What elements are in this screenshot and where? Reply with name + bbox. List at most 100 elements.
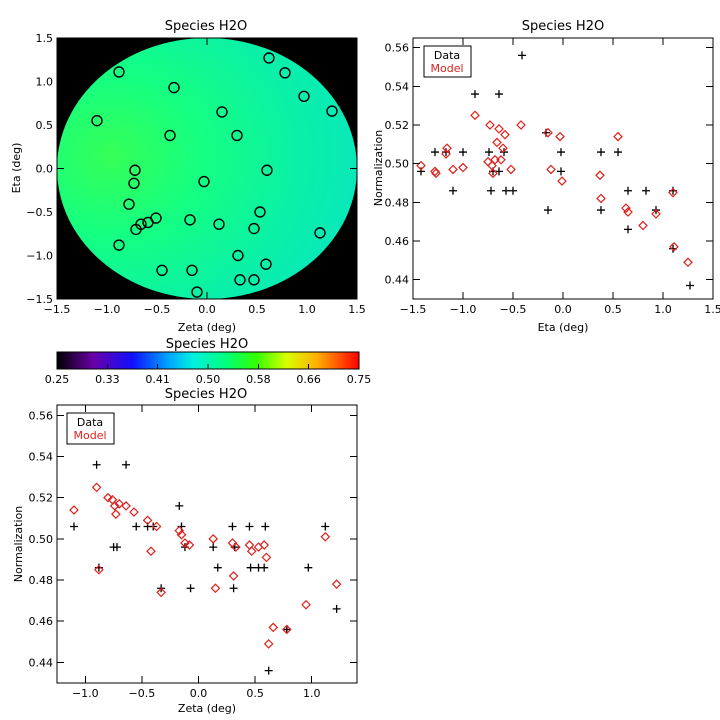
heatmap-pointing-marker xyxy=(128,177,140,189)
heatmap-x-tick-label: 0.5 xyxy=(248,303,266,316)
eta-scatter-x-label: Eta (deg) xyxy=(538,321,589,334)
heatmap-pointing-marker xyxy=(129,164,141,176)
eta-scatter-model-point xyxy=(441,149,451,159)
zeta-scatter-model-point xyxy=(263,639,274,649)
heatmap-pointing-marker xyxy=(248,274,260,286)
eta-scatter-x-tick-label: 0.5 xyxy=(604,303,622,316)
heatmap-pointing-marker xyxy=(184,214,196,226)
eta-scatter-data-point xyxy=(485,148,493,157)
zeta-scatter-data-point xyxy=(132,522,141,531)
eta-scatter-model-point xyxy=(651,209,661,219)
heatmap-field-disk xyxy=(57,38,357,299)
heatmap-y-label: Eta (deg) xyxy=(10,143,23,194)
zeta-scatter-model-point xyxy=(246,546,257,557)
eta-scatter-data-point xyxy=(518,51,526,60)
zeta-scatter-data-point xyxy=(229,584,238,593)
zeta-scatter-model-point xyxy=(114,498,125,509)
colorbar-tick-label: 0.75 xyxy=(347,373,372,386)
zeta-scatter-model-point xyxy=(109,501,120,511)
heatmap-x-ticks: −1.5 −1.0 −0.5 0.0 0.5 1.0 1.5 xyxy=(44,38,366,316)
eta-scatter-title: Species H2O xyxy=(522,19,604,34)
zeta-scatter-model-point xyxy=(174,525,185,536)
zeta-scatter-y-tick-label: 0.46 xyxy=(29,615,54,628)
zeta-scatter-model-point xyxy=(69,505,79,515)
zeta-scatter-model-point xyxy=(121,501,131,511)
eta-scatter-panel: Species H2O −1.5 −1.0 −0.5 0.0 0.5 1.0 1.5 0.4… xyxy=(372,19,720,334)
heatmap-pointing-marker xyxy=(234,274,246,286)
heatmap-pointing-marker xyxy=(198,175,210,188)
eta-scatter-data-point xyxy=(459,148,467,157)
eta-scatter-data-point xyxy=(624,225,632,234)
zeta-scatter-panel: Species H2O −1.0 −0.5 0.0 0.5 1.0 0.44 0.46 0.… xyxy=(12,387,358,715)
heatmap-x-tick-label: −0.5 xyxy=(144,303,171,316)
eta-scatter-model-point xyxy=(668,187,678,198)
zeta-scatter-model-point xyxy=(259,540,270,550)
heatmap-marker-layer xyxy=(91,52,338,298)
eta-scatter-model-point xyxy=(458,162,468,173)
eta-scatter-x-tick-label: −1.0 xyxy=(450,303,477,316)
heatmap-pointing-marker xyxy=(254,206,266,218)
eta-scatter-model-point xyxy=(543,127,553,138)
eta-scatter-y-tick-label: 0.56 xyxy=(385,42,410,55)
zeta-scatter-data-point xyxy=(304,563,313,572)
zeta-scatter-x-ticks: −1.0 −0.5 0.0 0.5 1.0 xyxy=(72,405,320,700)
colorbar-tick-label: 0.25 xyxy=(45,373,70,386)
colorbar-tick-label: 0.58 xyxy=(246,373,271,386)
eta-scatter-model-point xyxy=(623,207,633,217)
zeta-scatter-model-point xyxy=(156,587,166,598)
eta-scatter-data-point xyxy=(471,90,479,99)
eta-scatter-y-tick-label: 0.46 xyxy=(385,235,410,248)
zeta-scatter-model-point xyxy=(146,546,156,557)
zeta-scatter-axes-frame xyxy=(56,404,358,684)
zeta-scatter-x-tick-label: −0.5 xyxy=(129,687,156,700)
eta-scatter-model-point xyxy=(496,154,506,165)
eta-scatter-legend: Data Model xyxy=(423,45,472,78)
heatmap-y-tick-label: 1.0 xyxy=(36,76,54,89)
zeta-scatter-model-point xyxy=(301,599,311,610)
zeta-scatter-data-point xyxy=(246,563,255,572)
eta-scatter-data-point xyxy=(502,186,510,195)
eta-scatter-legend-model: Model xyxy=(430,62,463,75)
zeta-scatter-model-point xyxy=(180,538,190,548)
eta-scatter-y-tick-label: 0.52 xyxy=(385,119,410,132)
eta-scatter-data-point xyxy=(597,148,605,157)
eta-scatter-model-point xyxy=(557,176,567,186)
eta-scatter-x-tick-label: 0.0 xyxy=(554,303,572,316)
eta-scatter-model-point xyxy=(613,131,623,142)
heatmap-y-tick-label: −1.0 xyxy=(26,250,53,263)
eta-scatter-model-point xyxy=(442,143,452,154)
zeta-scatter-model-point xyxy=(261,552,272,563)
eta-scatter-y-tick-label: 0.50 xyxy=(385,158,410,171)
heatmap-x-tick-label: 1.0 xyxy=(298,303,316,316)
zeta-scatter-model-point xyxy=(94,564,104,575)
colorbar: Species H2O 0.25 0.33 0.41 0.50 0.58 0.66 0.75 xyxy=(45,337,372,386)
heatmap-y-tick-label: −0.5 xyxy=(26,206,53,219)
heatmap-x-tick-label: 0.0 xyxy=(198,303,216,316)
eta-scatter-model-point xyxy=(492,137,502,148)
zeta-scatter-model-point xyxy=(103,492,113,503)
eta-scatter-model-point xyxy=(500,129,510,140)
heatmap-x-tick-label: 1.5 xyxy=(348,303,366,316)
eta-scatter-data-point xyxy=(557,148,565,157)
eta-scatter-x-ticks: −1.5 −1.0 −0.5 0.0 0.5 1.0 1.5 xyxy=(400,38,720,316)
zeta-scatter-y-tick-label: 0.52 xyxy=(29,492,54,505)
heatmap-pointing-marker xyxy=(113,239,125,251)
zeta-scatter-data-point xyxy=(92,460,101,469)
zeta-scatter-model-point xyxy=(331,579,342,590)
eta-scatter-data-point xyxy=(431,148,439,157)
zeta-scatter-model-point xyxy=(320,531,331,542)
eta-scatter-data-point xyxy=(495,90,503,99)
zeta-scatter-data-point xyxy=(175,501,184,510)
heatmap-pointing-marker xyxy=(186,264,198,276)
zeta-scatter-title: Species H2O xyxy=(165,387,247,402)
zeta-scatter-data-point xyxy=(228,522,237,531)
zeta-scatter-y-tick-label: 0.44 xyxy=(29,656,54,669)
zeta-scatter-legend-box xyxy=(66,412,115,445)
zeta-scatter-x-tick-label: 0.5 xyxy=(246,687,264,700)
eta-scatter-y-tick-label: 0.44 xyxy=(385,274,410,287)
heatmap-pointing-marker xyxy=(298,90,310,102)
eta-scatter-model-point xyxy=(448,164,458,175)
zeta-scatter-model-point xyxy=(210,583,221,594)
heatmap-x-tick-label: −1.5 xyxy=(44,303,71,316)
eta-scatter-model-point xyxy=(546,164,556,175)
